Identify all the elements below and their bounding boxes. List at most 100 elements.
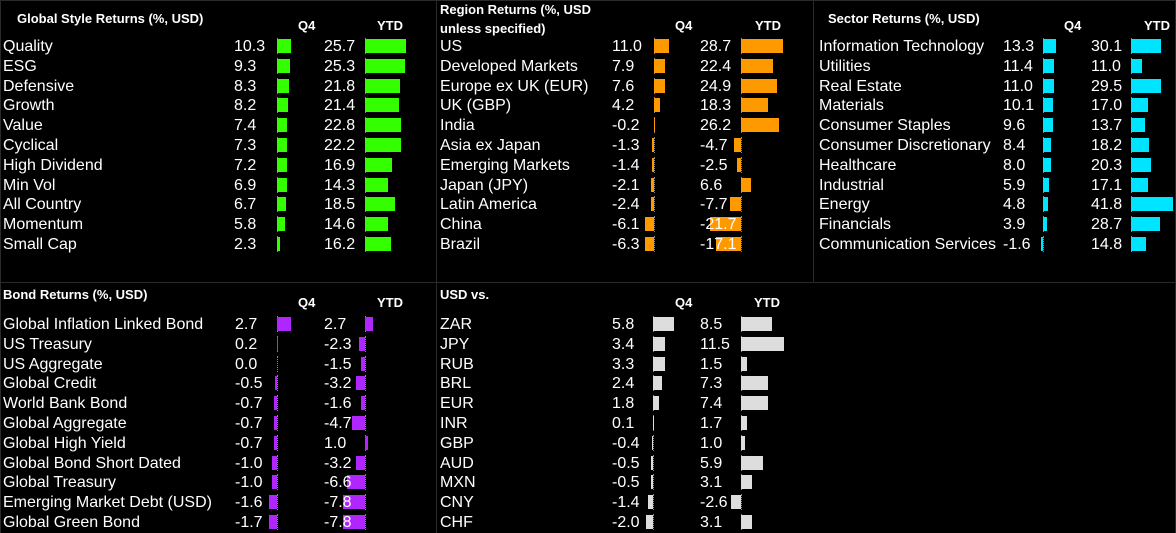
style-row-cyclical-ytd-value: 22.2	[324, 137, 356, 154]
region-row-emerging-markets-q4-value: -1.4	[612, 156, 640, 174]
sector-row-materials-ytd-bar	[1131, 98, 1148, 113]
region-row-asia-ex-japan-label: Asia ex Japan	[440, 137, 541, 154]
style-row-quality-ytd-value: 25.7	[324, 38, 356, 55]
region-row-japan-jpy-ytd-bar	[741, 177, 751, 192]
region-row-japan-jpy-ytd-value: 6.6	[700, 176, 723, 194]
usd-row-inr-ytd-bar	[741, 416, 748, 430]
style-row-small-cap-ytd-value: 16.2	[324, 236, 356, 253]
sector-row-real-estate-label: Real Estate	[819, 77, 902, 95]
style-row-value-ytd-value: 22.8	[324, 117, 356, 135]
style-row-min-vol-q4-bar	[277, 177, 287, 192]
sector-header-ytd: YTD	[1144, 18, 1170, 33]
bond-row-global-treasury-q4-value: -1.0	[235, 474, 263, 492]
sector-row-consumer-staples-label: Consumer Staples	[819, 117, 951, 135]
region-row-us-ytd-value: 28.7	[700, 38, 732, 55]
region-row-emerging-markets-q4-bar	[652, 157, 654, 172]
region-row-uk-gbp-q4-value: 4.2	[612, 97, 635, 115]
style-row-min-vol-ytd-value: 14.3	[324, 176, 356, 194]
sector-row-healthcare-label: Healthcare	[819, 156, 897, 174]
usd-panel-title: USD vs.	[440, 287, 490, 302]
style-row-all-country-ytd-bar	[365, 197, 395, 212]
bond-row-global-credit-ytd-value: -3.2	[324, 375, 352, 393]
bond-row-global-bond-short-dated-q4-bar	[272, 455, 277, 470]
bond-row-world-bank-bond-label: World Bank Bond	[3, 395, 128, 413]
style-row-momentum-q4-value: 5.8	[234, 216, 257, 234]
bond-row-global-aggregate-ytd-value: -4.7	[324, 415, 352, 432]
style-panel-title: Global Style Returns (%, USD)	[17, 11, 204, 26]
usd-row-rub-ytd-bar	[741, 356, 747, 371]
sector-row-information-technology-q4-bar	[1043, 39, 1057, 53]
bond-row-us-aggregate-ytd-bar	[360, 356, 365, 371]
region-row-brazil-label: Brazil	[440, 236, 481, 253]
sector-row-financials-label: Financials	[819, 216, 892, 234]
bond-row-global-bond-short-dated-ytd-bar	[356, 455, 365, 470]
usd-row-eur-ytd-bar	[741, 396, 769, 411]
usd-row-zar-q4-bar	[653, 317, 674, 331]
region-row-china-ytd-axis	[741, 216, 742, 233]
bond-row-us-treasury-q4-value: 0.2	[235, 335, 258, 353]
bond-row-emerging-market-debt-usd-q4-bar	[269, 495, 277, 510]
bond-row-global-treasury-label: Global Treasury	[3, 474, 116, 492]
bond-row-global-treasury-ytd-bar	[346, 475, 365, 490]
bond-panel-title: Bond Returns (%, USD)	[3, 287, 148, 302]
style-row-defensive-q4-value: 8.3	[234, 77, 257, 95]
style-row-growth-q4-value: 8.2	[234, 97, 257, 115]
region-row-europe-ex-uk-eur-ytd-bar	[741, 78, 778, 93]
style-row-quality-ytd-bar	[365, 39, 407, 53]
usd-row-rub-q4-bar	[653, 356, 665, 371]
style-row-small-cap-q4-bar	[277, 237, 281, 251]
bond-row-global-green-bond-q4-bar	[268, 515, 277, 529]
bond-row-global-credit-q4-value: -0.5	[235, 375, 263, 393]
sector-row-consumer-staples-q4-value: 9.6	[1003, 117, 1026, 135]
region-panel-title: Region Returns (%, USD unless specified)	[440, 2, 591, 36]
bond-row-global-treasury-ytd-value: -6.6	[324, 474, 352, 492]
usd-row-mxn-q4-axis	[653, 474, 654, 491]
region-row-emerging-markets-ytd-value: -2.5	[700, 156, 728, 174]
region-row-india-q4-value: -0.2	[612, 117, 640, 135]
style-row-esg-q4-value: 9.3	[234, 57, 257, 75]
usd-row-gbp-q4-axis	[653, 434, 654, 451]
usd-row-chf-q4-value: -2.0	[612, 514, 640, 531]
region-row-asia-ex-japan-ytd-bar	[734, 138, 741, 152]
region-row-emerging-markets-ytd-axis	[741, 156, 742, 173]
region-row-developed-markets-ytd-bar	[741, 58, 774, 73]
style-row-esg-ytd-bar	[365, 58, 406, 73]
bond-header-q4: Q4	[298, 295, 316, 310]
region-row-china-q4-axis	[654, 216, 655, 233]
region-header-ytd: YTD	[755, 18, 781, 33]
bond-row-emerging-market-debt-usd-ytd-bar	[343, 495, 365, 510]
style-row-momentum-label: Momentum	[3, 216, 84, 234]
sector-panel-title: Sector Returns (%, USD)	[828, 11, 980, 26]
region-row-latin-america-ytd-axis	[741, 196, 742, 213]
usd-row-gbp-q4-value: -0.4	[612, 434, 640, 452]
bond-row-global-inflation-linked-bond-label: Global Inflation Linked Bond	[3, 316, 204, 333]
usd-row-cny-ytd-value: -2.6	[700, 494, 728, 512]
bond-row-global-bond-short-dated-ytd-axis	[365, 454, 366, 471]
region-row-latin-america-label: Latin America	[440, 196, 537, 214]
bond-row-us-treasury-ytd-bar	[358, 336, 365, 351]
region-row-emerging-markets-label: Emerging Markets	[440, 156, 570, 174]
bond-row-us-aggregate-ytd-value: -1.5	[324, 355, 352, 373]
bond-row-world-bank-bond-ytd-value: -1.6	[324, 395, 352, 413]
sector-row-information-technology-ytd-value: 30.1	[1091, 38, 1123, 55]
usd-row-rub-label: RUB	[440, 355, 474, 373]
sector-row-consumer-discretionary-ytd-value: 18.2	[1091, 137, 1123, 154]
style-row-quality-label: Quality	[3, 38, 53, 55]
style-row-all-country-q4-bar	[277, 197, 287, 212]
style-row-high-dividend-ytd-value: 16.9	[324, 156, 356, 174]
usd-row-cny-label: CNY	[440, 494, 474, 512]
usd-row-eur-q4-bar	[653, 396, 660, 411]
usd-row-gbp-label: GBP	[440, 434, 474, 452]
usd-row-brl-ytd-bar	[741, 376, 768, 391]
region-row-india-ytd-value: 26.2	[700, 117, 732, 135]
style-row-small-cap-label: Small Cap	[3, 236, 77, 253]
region-row-emerging-markets-q4-axis	[654, 156, 655, 173]
style-row-cyclical-q4-bar	[277, 138, 288, 152]
bond-row-emerging-market-debt-usd-ytd-value: -7.8	[324, 494, 352, 512]
divider-top-bottom	[0, 282, 1176, 283]
region-row-latin-america-q4-bar	[650, 197, 654, 212]
style-row-quality-q4-bar	[277, 39, 292, 53]
usd-row-eur-q4-value: 1.8	[612, 395, 635, 413]
usd-row-brl-ytd-value: 7.3	[700, 375, 723, 393]
region-row-brazil-q4-axis	[654, 236, 655, 252]
